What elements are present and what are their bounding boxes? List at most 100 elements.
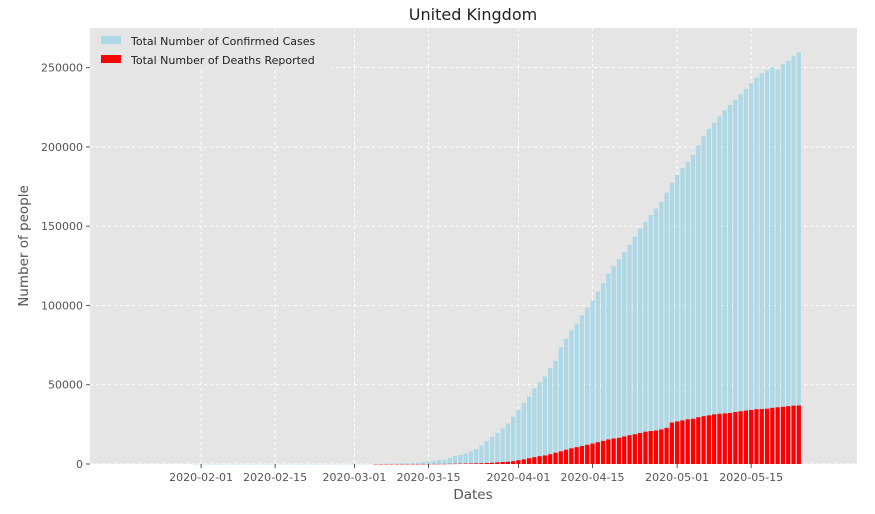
deaths-bar-2020-04-23 — [632, 434, 637, 464]
x-axis-ticks: 2020-02-01 2020-02-15 2020-03-01 2020-03-15… — [169, 464, 783, 484]
confirmed-bar-2020-03-18 — [442, 459, 447, 464]
confirmed-bar-2020-04-13 — [579, 315, 585, 464]
confirmed-bar-2020-04-30 — [669, 182, 674, 464]
confirmed-bar-2020-04-29 — [664, 192, 669, 465]
y-tick-label-0: 0 — [76, 458, 83, 471]
deaths-bar-2020-04-25 — [643, 431, 648, 464]
confirmed-bar-2020-04-22 — [627, 245, 632, 464]
deaths-bar-2020-04-26 — [648, 431, 653, 464]
confirmed-bar-2020-05-01 — [675, 175, 680, 465]
deaths-bar-2020-05-08 — [712, 414, 717, 464]
deaths-bar-2020-04-20 — [616, 437, 622, 464]
deaths-bars — [373, 405, 801, 465]
deaths-bar-2020-04-08 — [553, 452, 558, 464]
deaths-bar-2020-05-02 — [680, 420, 685, 464]
confirmed-bar-2020-05-22 — [786, 60, 791, 465]
confirmed-bar-2020-04-01 — [516, 409, 521, 464]
deaths-bar-2020-05-04 — [690, 418, 696, 464]
confirmed-bar-2020-05-20 — [775, 69, 780, 464]
confirmed-bar-2020-03-31 — [511, 416, 516, 464]
confirmed-bar-2020-05-09 — [717, 116, 722, 464]
deaths-bar-2020-04-22 — [627, 435, 632, 464]
deaths-bar-2020-03-26 — [484, 463, 489, 464]
confirmed-bar-2020-03-27 — [489, 436, 495, 464]
deaths-bar-2020-05-14 — [743, 410, 749, 464]
confirmed-bar-2020-04-15 — [590, 300, 595, 464]
deaths-bar-2020-05-13 — [738, 411, 743, 464]
confirmed-bar-2020-05-15 — [749, 83, 754, 465]
y-tick-label-1: 50000 — [48, 379, 83, 392]
deaths-bar-2020-05-06 — [701, 416, 706, 464]
x-tick-label-1: 2020-02-15 — [243, 471, 307, 484]
confirmed-bar-2020-05-04 — [690, 154, 696, 464]
confirmed-bar-2020-04-25 — [643, 221, 648, 464]
deaths-bar-2020-04-28 — [659, 429, 664, 464]
confirmed-bar-2020-03-29 — [500, 428, 505, 464]
y-tick-label-4: 200000 — [41, 141, 83, 154]
confirmed-bar-2020-05-08 — [712, 122, 717, 464]
deaths-bar-2020-03-31 — [511, 461, 516, 464]
deaths-bar-2020-04-01 — [516, 460, 521, 464]
legend-swatch-confirmed — [101, 36, 121, 44]
confirmed-bar-2020-05-19 — [770, 67, 775, 465]
confirmed-cases-bars — [193, 52, 801, 465]
confirmed-bar-2020-03-26 — [484, 440, 489, 464]
confirmed-bar-2020-04-16 — [595, 291, 600, 464]
deaths-bar-2020-04-06 — [542, 455, 548, 464]
deaths-bar-2020-05-24 — [796, 405, 801, 464]
x-tick-label-7: 2020-05-15 — [719, 471, 783, 484]
deaths-bar-2020-05-21 — [780, 406, 786, 464]
confirmed-bar-2020-03-22 — [463, 453, 468, 464]
confirmed-bar-2020-04-07 — [548, 367, 553, 464]
deaths-bar-2020-03-30 — [505, 461, 510, 464]
confirmed-bar-2020-04-03 — [526, 396, 532, 464]
confirmed-bar-2020-03-19 — [447, 457, 452, 464]
deaths-bar-2020-04-13 — [579, 446, 585, 464]
confirmed-bar-2020-03-16 — [431, 460, 436, 464]
y-tick-label-5: 250000 — [41, 62, 83, 75]
x-tick-label-4: 2020-04-01 — [486, 471, 550, 484]
confirmed-bar-2020-05-11 — [727, 104, 733, 464]
confirmed-bar-2020-04-19 — [611, 266, 616, 464]
confirmed-bar-2020-05-06 — [701, 136, 706, 464]
deaths-bar-2020-04-10 — [563, 449, 569, 464]
legend-swatch-deaths — [101, 55, 121, 63]
deaths-bar-2020-03-28 — [495, 462, 500, 464]
legend-label-confirmed: Total Number of Confirmed Cases — [130, 35, 315, 48]
confirmed-bar-2020-05-07 — [706, 128, 711, 464]
deaths-bar-2020-04-03 — [526, 458, 532, 464]
y-axis-label: Number of people — [16, 185, 32, 307]
deaths-bar-2020-03-27 — [489, 462, 495, 464]
deaths-bar-2020-05-07 — [706, 415, 711, 464]
deaths-bar-2020-05-16 — [754, 409, 759, 464]
deaths-bar-2020-05-05 — [696, 417, 701, 464]
x-tick-label-2: 2020-03-01 — [323, 471, 387, 484]
deaths-bar-2020-05-15 — [749, 409, 754, 464]
deaths-bar-2020-05-22 — [786, 406, 791, 464]
deaths-bar-2020-04-04 — [532, 457, 537, 464]
deaths-bar-2020-03-23 — [468, 463, 473, 464]
deaths-bar-2020-04-21 — [622, 436, 627, 464]
confirmed-bar-2020-03-15 — [426, 461, 431, 464]
confirmed-bar-2020-04-09 — [558, 347, 563, 464]
confirmed-bar-2020-03-23 — [468, 451, 473, 464]
deaths-bar-2020-04-30 — [669, 422, 674, 464]
deaths-bar-2020-04-05 — [537, 456, 542, 464]
chart-title: United Kingdom — [409, 5, 537, 24]
deaths-bar-2020-04-02 — [521, 459, 526, 464]
deaths-bar-2020-05-01 — [675, 421, 680, 464]
confirmed-bar-2020-05-05 — [696, 145, 701, 464]
deaths-bar-2020-04-09 — [558, 451, 563, 464]
deaths-bar-2020-04-12 — [574, 447, 579, 464]
confirmed-bar-2020-03-09 — [394, 463, 399, 464]
confirmed-bar-2020-05-16 — [754, 77, 759, 464]
confirmed-bar-2020-04-02 — [521, 402, 526, 464]
confirmed-bar-2020-05-23 — [791, 56, 796, 464]
y-tick-label-3: 150000 — [41, 220, 83, 233]
deaths-bar-2020-04-27 — [653, 430, 659, 464]
deaths-bar-2020-05-18 — [764, 408, 770, 464]
confirmed-bar-2020-04-11 — [569, 330, 574, 464]
confirmed-bar-2020-05-13 — [738, 94, 743, 464]
confirmed-bar-2020-04-28 — [659, 202, 664, 465]
